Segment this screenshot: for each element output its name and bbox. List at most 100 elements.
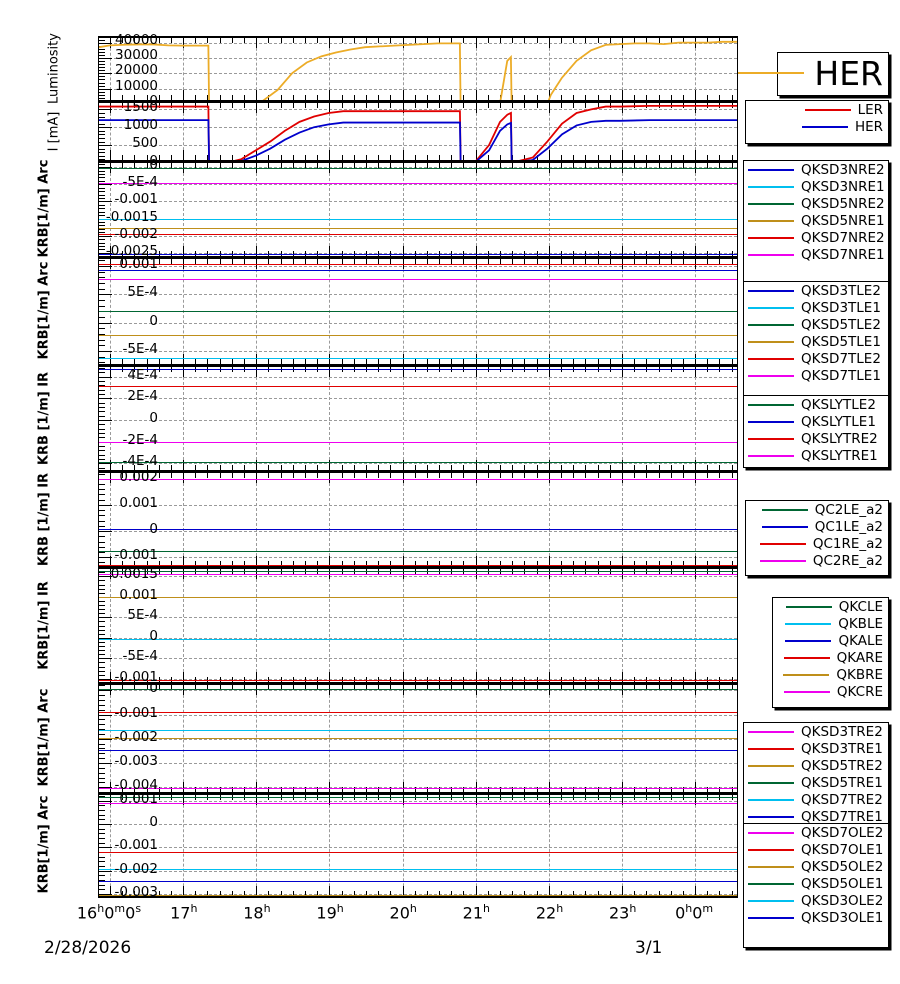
legend-entry[interactable]: QKSLYTLE1 [744, 413, 888, 430]
legend-entry[interactable]: QKSD3TRE1 [744, 740, 888, 757]
legend-entry[interactable]: QKSD3OLE1 [744, 909, 888, 926]
plot-panel-krb-arc-1[interactable] [98, 162, 738, 258]
legend-entry[interactable]: QKSD5TRE1 [744, 774, 888, 791]
x-tick-major [109, 367, 111, 377]
legend-entry[interactable]: QKSD3TLE1 [744, 299, 888, 316]
date-label-start: 2/28/2026 [44, 938, 132, 958]
legend-entry[interactable]: QKSD3TLE2 [744, 282, 888, 299]
plot-panel-krb-ir-2[interactable] [98, 472, 738, 568]
x-tick-minor [670, 259, 672, 264]
legend-entry[interactable]: QKSD7OLE2 [744, 824, 888, 841]
x-tick-major [548, 246, 550, 256]
plot-panel-current[interactable] [98, 102, 738, 162]
legend-entry[interactable]: QKSLYTRE1 [744, 447, 888, 464]
legend-qc[interactable]: QC2LE_a2 QC1LE_a2 QC1RE_a2 QC2RE_a2 [745, 500, 889, 576]
x-tick-minor [658, 677, 660, 682]
legend-entry[interactable]: QKSD7TLE1 [744, 367, 888, 384]
x-tick-minor [682, 473, 684, 478]
legend-qkslyt[interactable]: QKSLYTLE2 QKSLYTLE1 QKSLYTRE2 QKSLYTRE1 [743, 395, 889, 468]
gridline-vertical [183, 473, 185, 566]
legend-entry[interactable]: QKSD5NRE1 [744, 212, 888, 229]
y-tick-minor [99, 792, 105, 793]
x-tick-minor [426, 103, 428, 108]
legend-entry[interactable]: QKSD3NRE1 [744, 178, 888, 195]
legend-entry[interactable]: QKSD5NRE2 [744, 195, 888, 212]
x-tick-minor [292, 465, 294, 470]
x-tick-major [548, 90, 550, 100]
legend-entry[interactable]: QKBLE [773, 615, 888, 632]
legend-entry[interactable]: QKSD5TLE1 [744, 333, 888, 350]
legend-entry[interactable]: QKSD7TLE2 [744, 350, 888, 367]
gridline-horizontal [99, 690, 737, 692]
x-tick-major [475, 90, 477, 100]
legend-currents[interactable]: LER HER [745, 100, 889, 144]
legend-qk[interactable]: QKCLE QKBLE QKALE QKARE QKBRE QKCRE [772, 597, 889, 708]
legend-entry[interactable]: QKSD7OLE1 [744, 841, 888, 858]
x-tick-minor [207, 38, 209, 43]
x-tick-major [621, 672, 623, 682]
legend-qksd-ole[interactable]: QKSD7OLE2 QKSD7OLE1 QKSD5OLE2 QKSD5OLE1 QKSD… [743, 823, 889, 948]
legend-entry[interactable]: LER [746, 101, 888, 118]
x-tick-minor [231, 787, 233, 792]
x-tick-major [183, 103, 185, 113]
x-tick-label: 21h [462, 902, 491, 923]
gridline-horizontal [99, 294, 737, 296]
plot-panel-krb-ir-3[interactable] [98, 568, 738, 684]
legend-entry[interactable]: QKSD3NRE2 [744, 161, 888, 178]
trace-QC1RE_a2 [99, 564, 737, 566]
legend-entry[interactable]: QKARE [773, 649, 888, 666]
x-tick-minor [597, 259, 599, 264]
x-tick-major [256, 354, 258, 364]
legend-entry[interactable]: QC2RE_a2 [746, 552, 888, 569]
x-tick-minor [280, 38, 282, 43]
y-tick-major [99, 218, 112, 220]
legend-entry[interactable]: QC1LE_a2 [746, 518, 888, 535]
legend-qksd-tle[interactable]: QKSD3TLE2 QKSD3TLE1 QKSD5TLE2 QKSD5TLE1 QKSD… [743, 281, 889, 406]
x-tick-minor [244, 38, 246, 43]
trace-QKSD7NRE1 [99, 182, 737, 184]
legend-entry[interactable]: QKSD7TRE1 [744, 808, 888, 825]
legend-entry[interactable]: QKSD7NRE1 [744, 246, 888, 263]
x-tick-major [256, 367, 258, 377]
legend-entry[interactable]: QC2LE_a2 [746, 501, 888, 518]
x-tick-minor [170, 891, 172, 896]
legend-entry[interactable]: QKBRE [773, 666, 888, 683]
plot-panel-krb-arc-3[interactable] [98, 684, 738, 794]
legend-label: QKSD5TLE1 [801, 333, 881, 350]
y-tick-major [99, 617, 112, 619]
x-tick-minor [219, 677, 221, 682]
x-tick-minor [439, 677, 441, 682]
x-tick-minor [207, 359, 209, 364]
legend-qksd-tre[interactable]: QKSD3TRE2 QKSD3TRE1 QKSD5TRE2 QKSD5TRE1 QKSD… [743, 722, 889, 847]
plot-panel-krb-arc-4[interactable] [98, 794, 738, 898]
x-tick-minor [426, 95, 428, 100]
plot-panel-luminosity[interactable] [98, 36, 738, 102]
legend-entry[interactable]: QKSLYTLE2 [744, 396, 888, 413]
legend-entry[interactable]: QKSD7NRE2 [744, 229, 888, 246]
y-tick-minor [99, 621, 105, 623]
legend-entry[interactable]: QKSD3OLE2 [744, 892, 888, 909]
legend-entry[interactable]: QKSD3TRE2 [744, 723, 888, 740]
legend-swatch-line [748, 403, 794, 406]
plot-panel-krb-ir-1[interactable] [98, 366, 738, 472]
plot-panel-krb-arc-2[interactable] [98, 258, 738, 366]
legend-entry[interactable]: HER [738, 53, 888, 93]
legend-entry[interactable]: QC1RE_a2 [746, 535, 888, 552]
gridline-horizontal [99, 235, 737, 237]
legend-entry[interactable]: QKSD5TLE2 [744, 316, 888, 333]
y-tick-major [99, 252, 112, 254]
legend-entry[interactable]: QKCRE [773, 683, 888, 700]
legend-entry[interactable]: QKCLE [773, 598, 888, 615]
gridline-horizontal [99, 201, 737, 203]
legend-entry[interactable]: QKSD5OLE2 [744, 858, 888, 875]
legend-her-luminosity[interactable]: HER [738, 52, 889, 96]
legend-entry[interactable]: QKSD7TRE2 [744, 791, 888, 808]
x-tick-minor [609, 95, 611, 100]
legend-entry[interactable]: QKSD5OLE1 [744, 875, 888, 892]
legend-entry[interactable]: HER [746, 118, 888, 135]
legend-qksd-nre[interactable]: QKSD3NRE2 QKSD3NRE1 QKSD5NRE2 QKSD5NRE1 QKSD… [743, 160, 889, 285]
x-tick-major [695, 795, 697, 805]
legend-entry[interactable]: QKSD5TRE2 [744, 757, 888, 774]
legend-entry[interactable]: QKALE [773, 632, 888, 649]
legend-entry[interactable]: QKSLYTRE2 [744, 430, 888, 447]
